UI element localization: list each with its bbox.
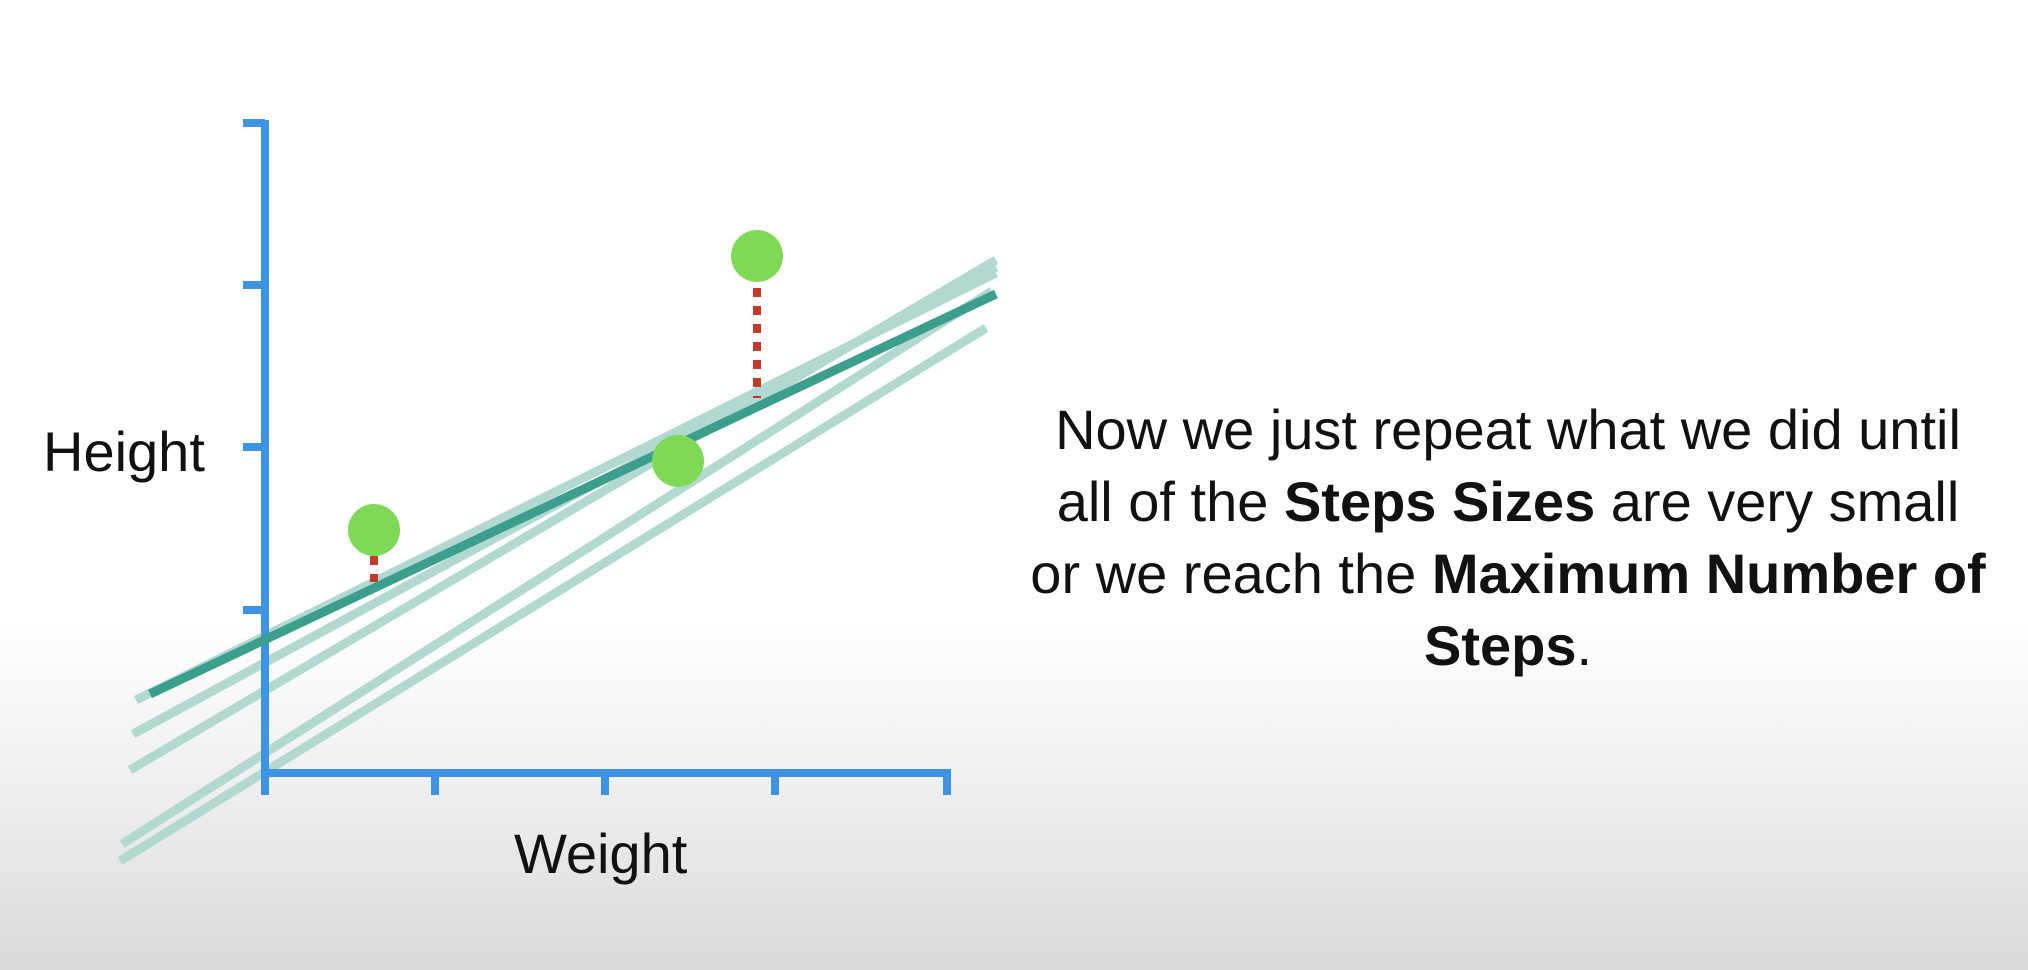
caption-text: Now we just repeat what we did until all…	[1028, 394, 1988, 682]
previous-fit-line-2	[119, 287, 995, 848]
data-points	[348, 230, 783, 556]
x-axis	[261, 769, 951, 795]
x-axis-label: Weight	[514, 822, 688, 885]
caption-maximum-steps: Maximum Number of Steps	[1423, 542, 1986, 677]
residuals	[370, 288, 761, 582]
y-axis	[243, 119, 269, 775]
caption-steps-sizes: Steps Sizes	[1283, 470, 1596, 533]
caption-part-1: Now we just repeat what we did until all…	[1055, 398, 1961, 533]
previous-fit-line-1	[117, 324, 989, 865]
data-point-3	[731, 230, 783, 282]
data-point-1	[348, 504, 400, 556]
caption-part-3: .	[1576, 614, 1593, 677]
caption-part-2: are very small or we reach the	[1030, 470, 1960, 605]
y-axis-label: Height	[43, 420, 205, 483]
current-fit-line	[148, 289, 998, 699]
data-point-2	[652, 435, 704, 487]
